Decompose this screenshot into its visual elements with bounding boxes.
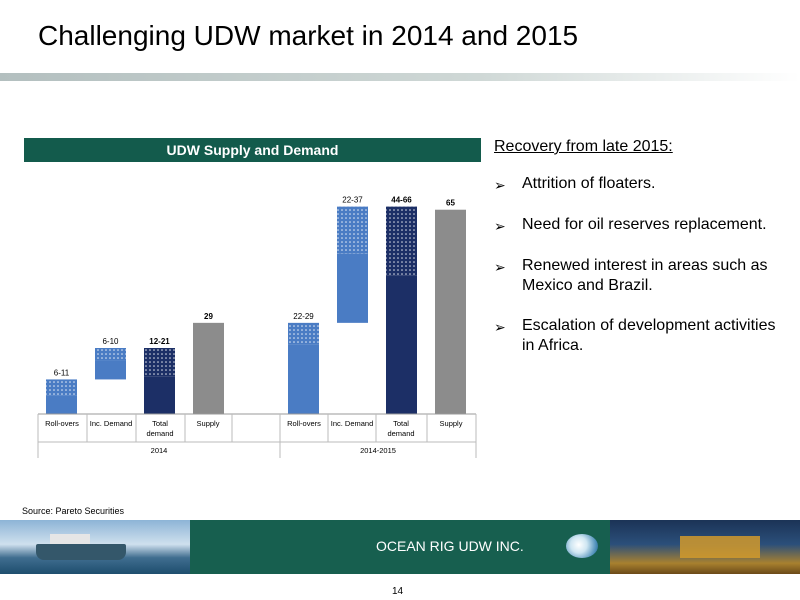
category-tick-label: Supply	[440, 419, 463, 428]
category-tick-label: Total	[393, 419, 409, 428]
category-tick-label: Inc. Demand	[331, 419, 374, 428]
company-name: OCEAN RIG UDW INC.	[376, 538, 524, 554]
bar-range-dots	[337, 206, 368, 254]
bar-data-label: 65	[446, 199, 455, 208]
bar-range-dots	[288, 322, 319, 345]
recovery-bullet-text: Renewed interest in areas such as Mexico…	[522, 257, 768, 294]
category-tick-label: Supply	[197, 419, 220, 428]
bar-data-label: 22-29	[293, 312, 314, 321]
bar-solid-segment	[337, 253, 368, 323]
recovery-bullet: ➢ Need for oil reserves replacement.	[494, 215, 784, 236]
category-tick-label: demand	[387, 429, 414, 438]
category-tick-label: Total	[152, 419, 168, 428]
arrow-bullet-icon: ➢	[494, 259, 506, 275]
drillship-deck	[50, 534, 90, 544]
company-logo-icon	[566, 534, 598, 558]
bar-range-dots	[46, 379, 77, 396]
footer-banner: OCEAN RIG UDW INC.	[0, 520, 800, 574]
bar-solid-segment	[46, 395, 77, 414]
drillship-hull	[36, 544, 126, 560]
recovery-bullet-text: Attrition of floaters.	[522, 175, 656, 192]
category-tick-label: Roll-overs	[45, 419, 79, 428]
recovery-bullet-text: Escalation of development activities in …	[522, 317, 776, 354]
recovery-bullet: ➢ Renewed interest in areas such as Mexi…	[494, 256, 784, 296]
title-rule	[0, 73, 800, 81]
group-label: 2014-2015	[360, 446, 396, 455]
bar-data-label: 6-10	[102, 337, 119, 346]
bar-supply	[193, 322, 224, 414]
slide-title: Challenging UDW market in 2014 and 2015	[38, 20, 579, 51]
group-label: 2014	[151, 446, 168, 455]
arrow-bullet-icon: ➢	[494, 218, 506, 234]
recovery-bullet: ➢ Escalation of development activities i…	[494, 316, 784, 356]
bar-data-label: 6-11	[54, 368, 70, 377]
bar-data-label: 22-37	[342, 196, 363, 205]
supply-demand-chart: 6-11 6-10 12-21 29 22-29 22-37 44-66 65 Roll-ov…	[37, 196, 477, 458]
recovery-bullet-text: Need for oil reserves replacement.	[522, 216, 767, 233]
bar-solid-segment	[144, 376, 175, 414]
bar-data-label: 29	[204, 312, 213, 321]
bar-solid-segment	[95, 360, 126, 380]
bar-solid-segment	[386, 275, 417, 414]
category-tick-label: demand	[146, 429, 173, 438]
chart-panel-title: UDW Supply and Demand	[24, 138, 481, 162]
bar-data-label: 44-66	[391, 196, 412, 205]
drillship-photo	[0, 520, 190, 574]
recovery-heading: Recovery from late 2015:	[494, 138, 673, 155]
bar-range-dots	[95, 348, 126, 361]
source-note: Source: Pareto Securities	[22, 506, 125, 516]
recovery-panel: Recovery from late 2015: ➢ Attrition of …	[494, 138, 784, 376]
rig-structure	[680, 536, 760, 558]
bar-supply	[435, 209, 466, 414]
recovery-bullet: ➢ Attrition of floaters.	[494, 174, 784, 195]
arrow-bullet-icon: ➢	[494, 177, 506, 193]
rig-photo	[610, 520, 800, 574]
category-tick-label: Roll-overs	[287, 419, 321, 428]
bar-data-label: 12-21	[149, 337, 170, 346]
page-number: 14	[392, 586, 404, 597]
category-tick-label: Inc. Demand	[90, 419, 133, 428]
bar-range-dots	[386, 206, 417, 276]
bar-range-dots	[144, 348, 175, 377]
arrow-bullet-icon: ➢	[494, 319, 506, 335]
bar-solid-segment	[288, 344, 319, 414]
